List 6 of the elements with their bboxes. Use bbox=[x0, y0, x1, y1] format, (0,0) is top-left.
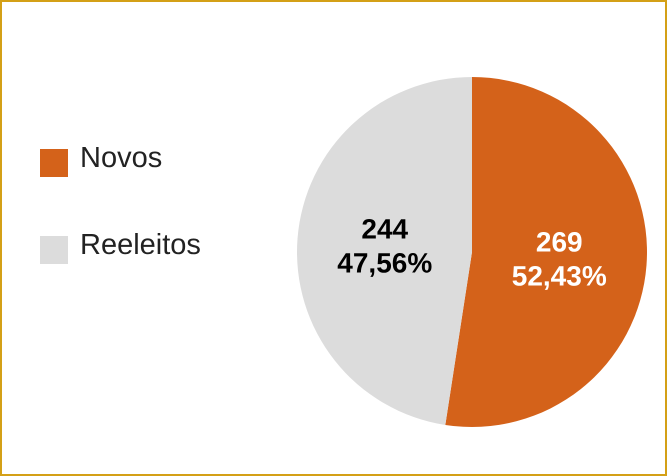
pie-slice bbox=[445, 77, 647, 427]
data-label: 244 47,56% bbox=[337, 212, 432, 278]
data-label: 269 52,43% bbox=[512, 226, 607, 292]
legend-label: Reeleitos bbox=[80, 228, 201, 261]
legend-label: Novos bbox=[80, 142, 162, 174]
pie-slice bbox=[297, 77, 472, 425]
